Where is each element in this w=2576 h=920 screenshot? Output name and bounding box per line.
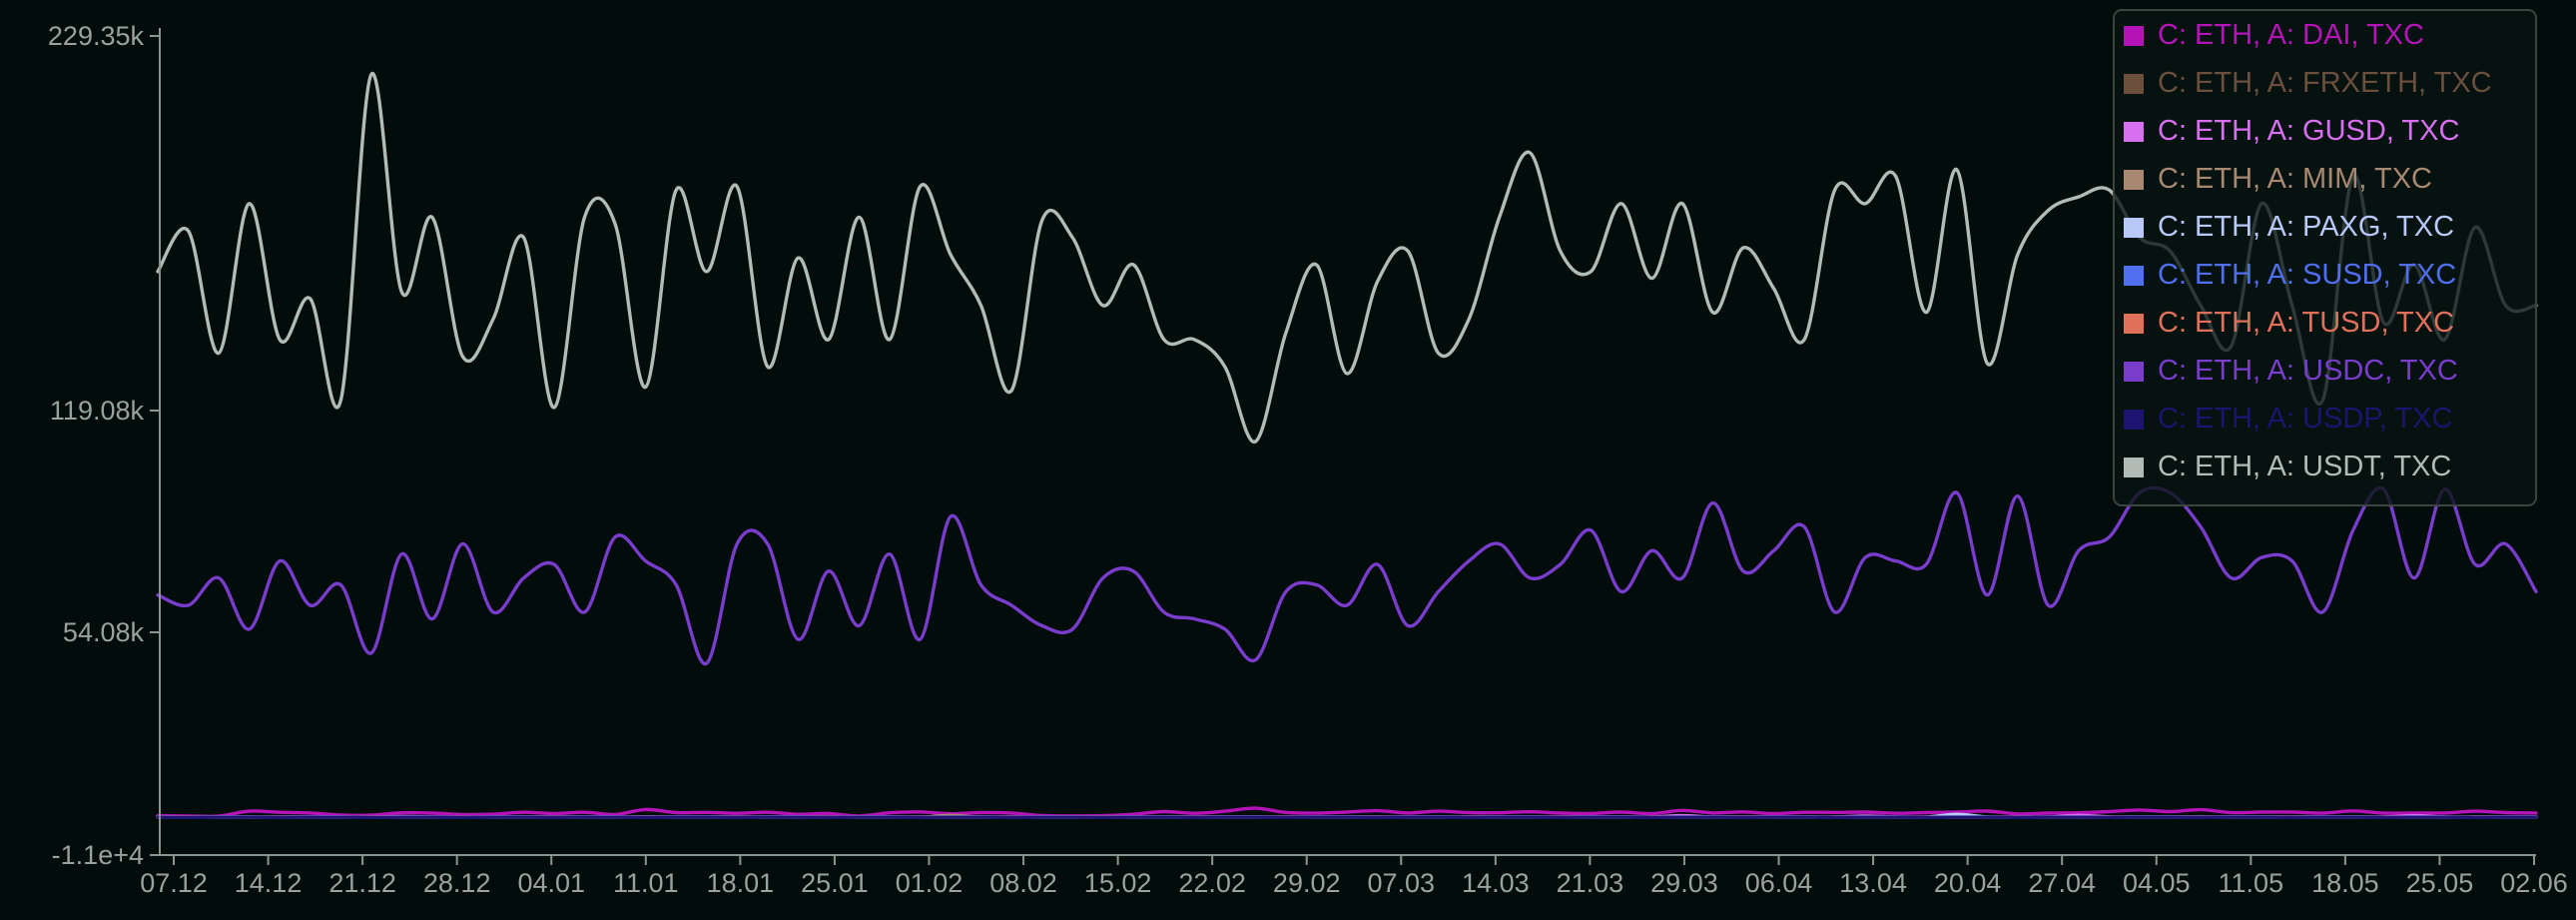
x-tick-label: 04.05 (2123, 868, 2191, 898)
x-tick-label: 22.02 (1178, 868, 1246, 898)
legend-label[interactable]: C: ETH, A: GUSD, TXC (2158, 115, 2459, 147)
y-tick-label: 119.08k (50, 396, 145, 426)
x-tick-label: 25.05 (2406, 868, 2474, 898)
x-tick-label: 29.02 (1273, 868, 1341, 898)
x-tick-label: 25.01 (801, 868, 869, 898)
x-tick-label: 21.12 (328, 868, 396, 898)
legend-swatch (2124, 218, 2144, 238)
x-tick-label: 11.01 (613, 868, 679, 898)
x-tick-label: 18.05 (2311, 868, 2379, 898)
legend-label[interactable]: C: ETH, A: PAXG, TXC (2158, 211, 2454, 243)
y-tick-label: 229.35k (48, 21, 145, 51)
x-tick-label: 15.02 (1084, 868, 1152, 898)
legend: C: ETH, A: DAI, TXC C: ETH, A: FRXETH, TX… (2114, 10, 2536, 505)
legend-swatch (2124, 122, 2144, 142)
x-tick-label: 06.04 (1745, 868, 1813, 898)
x-tick-label: 27.04 (2028, 868, 2096, 898)
legend-label[interactable]: C: ETH, A: USDT, TXC (2158, 451, 2451, 482)
legend-swatch (2124, 314, 2144, 334)
legend-label[interactable]: C: ETH, A: USDC, TXC (2158, 355, 2458, 387)
x-tick-label: 07.12 (140, 868, 208, 898)
legend-swatch (2124, 458, 2144, 477)
legend-swatch (2124, 362, 2144, 382)
legend-label[interactable]: C: ETH, A: DAI, TXC (2158, 19, 2424, 51)
series-line-dai (158, 808, 2536, 816)
legend-label[interactable]: C: ETH, A: TUSD, TXC (2158, 307, 2454, 339)
legend-swatch (2124, 410, 2144, 430)
x-tick-label: 28.12 (423, 868, 491, 898)
x-tick-label: 29.03 (1650, 868, 1718, 898)
x-tick-label: 14.12 (235, 868, 303, 898)
x-tick-label: 20.04 (1934, 868, 2002, 898)
x-tick-label: 04.01 (517, 868, 585, 898)
x-tick-label: 14.03 (1462, 868, 1530, 898)
legend-label[interactable]: C: ETH, A: MIM, TXC (2158, 163, 2432, 195)
x-tick-label: 08.02 (989, 868, 1057, 898)
x-tick-label: 18.01 (707, 868, 775, 898)
x-tick-label: 21.03 (1557, 868, 1624, 898)
legend-swatch (2124, 26, 2144, 46)
legend-swatch (2124, 170, 2144, 190)
x-tick-label: 01.02 (896, 868, 964, 898)
legend-label[interactable]: C: ETH, A: SUSD, TXC (2158, 259, 2456, 291)
y-tick-label: 54.08k (63, 617, 145, 647)
legend-label[interactable]: C: ETH, A: USDP, TXC (2158, 403, 2452, 435)
y-tick-label: -1.1e+4 (52, 840, 144, 870)
legend-swatch (2124, 266, 2144, 286)
x-tick-label: 07.03 (1367, 868, 1435, 898)
x-tick-label: 13.04 (1839, 868, 1907, 898)
legend-label[interactable]: C: ETH, A: FRXETH, TXC (2158, 67, 2492, 99)
x-tick-label: 11.05 (2219, 868, 2284, 898)
x-tick-label: 02.06 (2500, 868, 2568, 898)
legend-swatch (2124, 74, 2144, 94)
series-line-usdc (158, 487, 2536, 663)
